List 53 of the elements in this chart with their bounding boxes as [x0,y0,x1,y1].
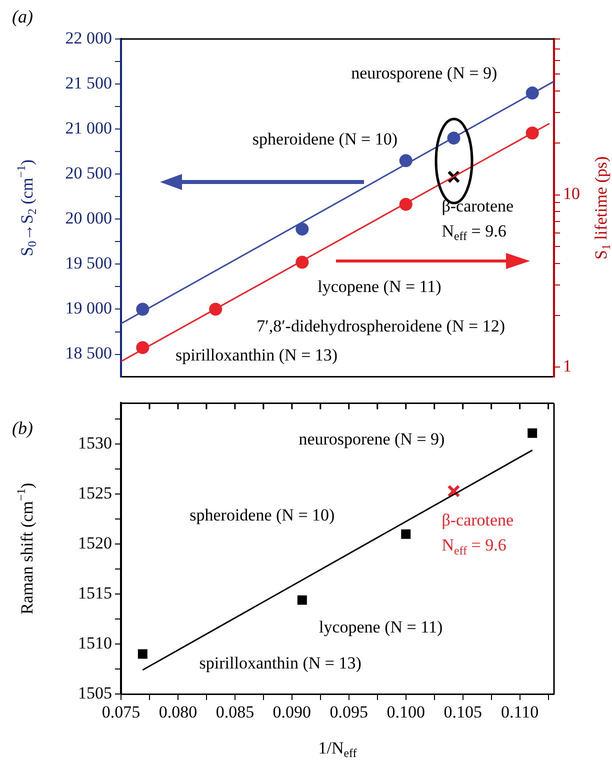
annotation: spheroidene (N = 10) [252,129,398,148]
y-axis-title: S0→S2 (cm−1) [14,159,40,256]
point [401,529,411,539]
y-tick-label: 1510 [78,634,112,653]
y-axis-title: Raman shift (cm−1) [14,482,36,614]
annotation: spirilloxanthin (N = 13) [175,345,338,364]
point [296,222,309,236]
annotation: spheroidene (N = 10) [190,506,335,524]
y-tick-label: 19 000 [65,298,112,318]
y-tick-label: 1520 [78,534,112,553]
annotation: 7′,8′-didehydrospheroidene (N = 12) [256,316,505,336]
y-tick-label: 1515 [78,584,112,603]
y2-tick-label: 10 [563,184,580,204]
y-tick-label: 22 000 [65,28,112,48]
x-tick-label: 0.085 [216,702,254,722]
x-tick-label: 0.080 [158,702,198,722]
point [399,198,412,211]
y-tick-label: 20 000 [65,208,112,228]
point [138,649,148,659]
point [399,154,412,168]
point [136,302,150,316]
point [297,595,307,605]
annotation: neurosporene (N = 9) [298,430,445,449]
annotation: lycopene (N = 11) [318,617,443,636]
point [136,341,150,354]
x-tick-label: 0.075 [102,702,140,722]
y2-tick-label: 1 [563,356,572,376]
text: (b) [12,418,33,438]
y2-axis-title: S1 lifetime (ps) [591,156,612,260]
point [447,132,460,145]
x-tick-label: 0.110 [501,702,539,722]
y-tick-label: 18 500 [65,344,112,363]
x-tick-label: 0.095 [330,702,368,722]
chart-title: (a) [12,6,33,27]
x-tick-label: 0.090 [272,702,312,722]
annotation: lycopene (N = 11) [318,276,442,296]
y-tick-label: 1505 [78,683,112,702]
point [296,256,309,269]
point [209,302,222,316]
y-tick-label: 21 500 [65,74,112,93]
y-tick-label: 19 500 [65,254,112,273]
y-tick-label: 1525 [78,484,112,503]
y-tick-label: 1530 [78,434,112,453]
annotation: neurosporene (N = 9) [351,63,498,82]
point [528,428,538,438]
point [526,126,539,140]
y-tick-label: 21 000 [65,118,112,138]
annotation: spirilloxanthin (N = 13) [199,654,362,673]
point [526,86,539,100]
x-tick-label: 0.100 [386,702,425,722]
y-tick-label: 20 500 [65,164,112,183]
point [447,484,460,498]
x-tick-label: 0.105 [444,702,482,722]
